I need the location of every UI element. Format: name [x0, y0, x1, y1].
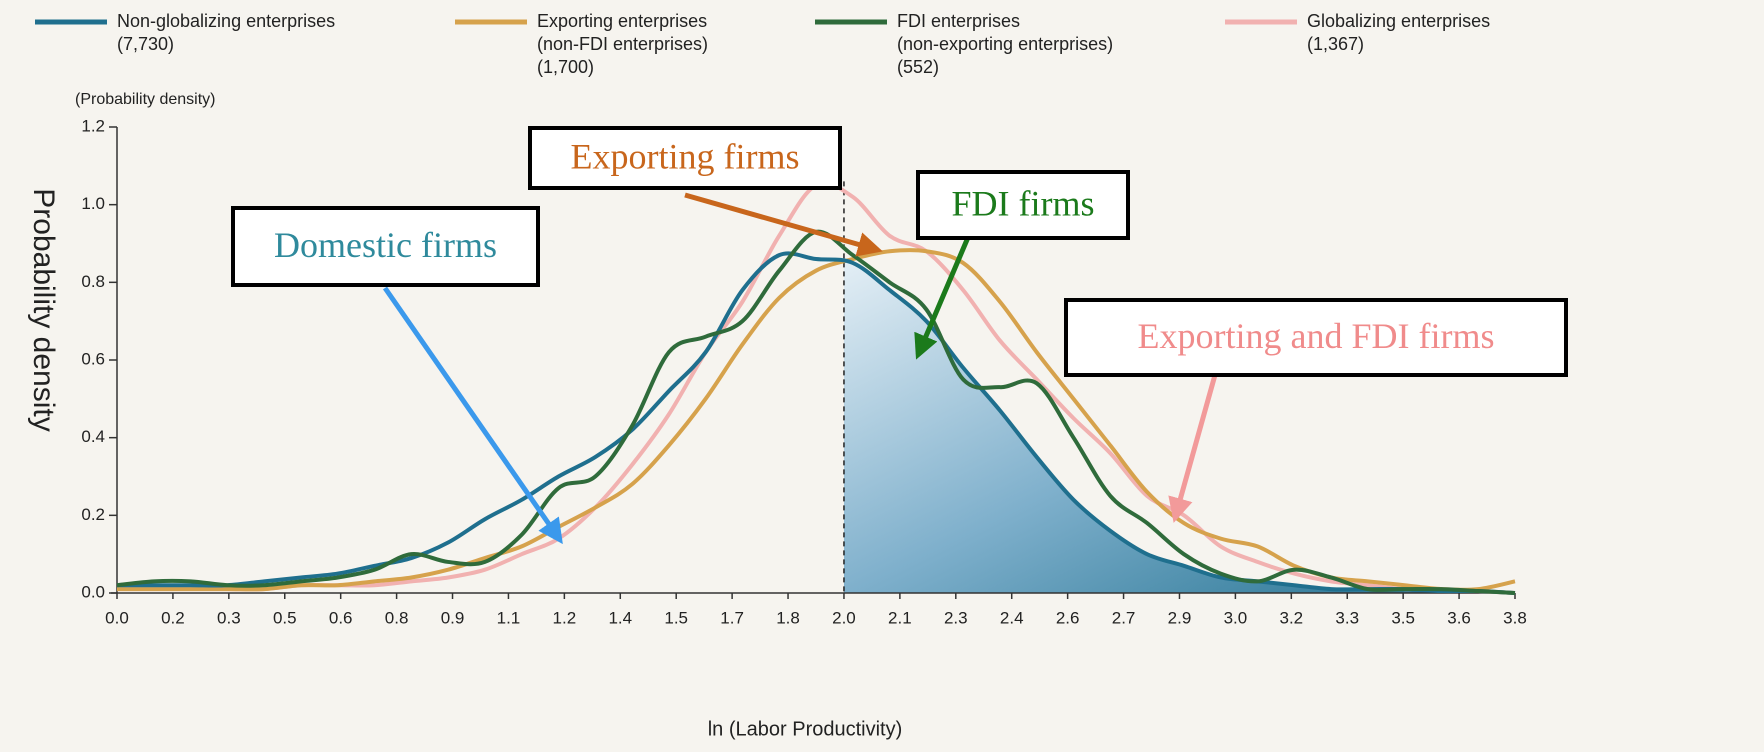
legend-label: Exporting enterprises — [537, 11, 707, 31]
annotation-arrow — [684, 192, 883, 257]
x-tick-label: 2.6 — [1056, 608, 1080, 627]
x-tick-label: 0.2 — [161, 608, 185, 627]
x-tick-label: 2.0 — [832, 608, 856, 627]
annotation-text: Exporting firms — [571, 136, 800, 176]
legend-label: (non-FDI enterprises) — [537, 34, 708, 54]
x-tick-label: 1.4 — [608, 608, 632, 627]
y-tick-label: 1.0 — [81, 194, 105, 213]
annotation-arrow — [1168, 374, 1218, 523]
series-line — [117, 251, 1516, 595]
annotation-arrow — [382, 286, 563, 545]
x-tick-label: 2.4 — [1000, 608, 1024, 627]
legend-label: Globalizing enterprises — [1307, 11, 1490, 31]
y-unit-label: (Probability density) — [75, 91, 216, 108]
annotation-text: FDI firms — [952, 183, 1095, 223]
x-tick-label: 3.6 — [1447, 608, 1471, 627]
x-tick-label: 3.3 — [1335, 608, 1359, 627]
legend-label: FDI enterprises — [897, 11, 1020, 31]
annotation-box — [528, 126, 842, 190]
x-tick-label: 0.6 — [329, 608, 353, 627]
x-tick-label: 3.5 — [1391, 608, 1415, 627]
series-line — [117, 248, 1516, 592]
x-tick-label: 0.0 — [105, 608, 129, 627]
annotation-box — [231, 206, 540, 287]
legend-label: Non-globalizing enterprises — [117, 11, 335, 31]
x-tick-label: 0.8 — [385, 608, 409, 627]
x-tick-label: 2.7 — [1112, 608, 1136, 627]
x-tick-label: 0.5 — [273, 608, 297, 627]
x-tick-label: 3.0 — [1224, 608, 1248, 627]
x-tick-label: 2.1 — [888, 608, 912, 627]
shaded-area — [843, 261, 1515, 593]
annotation-arrow — [914, 227, 975, 360]
legend-label: (non-exporting enterprises) — [897, 34, 1113, 54]
x-tick-label: 1.1 — [497, 608, 521, 627]
legend-label: (1,700) — [537, 57, 594, 77]
y-tick-label: 0.8 — [81, 272, 105, 291]
x-tick-label: 3.8 — [1503, 608, 1527, 627]
y-tick-label: 0.0 — [81, 582, 105, 601]
x-tick-label: 0.3 — [217, 608, 241, 627]
x-tick-label: 1.2 — [553, 608, 577, 627]
y-axis-title: Probability density — [27, 188, 60, 431]
x-tick-label: 3.2 — [1279, 608, 1303, 627]
x-tick-label: 0.9 — [441, 608, 465, 627]
x-axis-title: ln (Labor Productivity) — [708, 718, 903, 740]
y-tick-label: 1.2 — [81, 116, 105, 135]
y-tick-label: 0.4 — [81, 427, 105, 446]
x-tick-label: 1.5 — [664, 608, 688, 627]
x-tick-label: 2.9 — [1168, 608, 1192, 627]
annotation-text: Domestic firms — [274, 225, 497, 265]
annotation-box — [916, 170, 1130, 240]
x-tick-label: 1.7 — [720, 608, 744, 627]
x-tick-label: 2.3 — [944, 608, 968, 627]
y-tick-label: 0.2 — [81, 505, 105, 524]
legend-label: (552) — [897, 57, 939, 77]
legend-label: (1,367) — [1307, 34, 1364, 54]
x-tick-label: 1.8 — [776, 608, 800, 627]
annotation-text: Exporting and FDI firms — [1138, 316, 1495, 356]
annotation-box — [1064, 298, 1568, 377]
legend-label: (7,730) — [117, 34, 174, 54]
y-tick-label: 0.6 — [81, 349, 105, 368]
